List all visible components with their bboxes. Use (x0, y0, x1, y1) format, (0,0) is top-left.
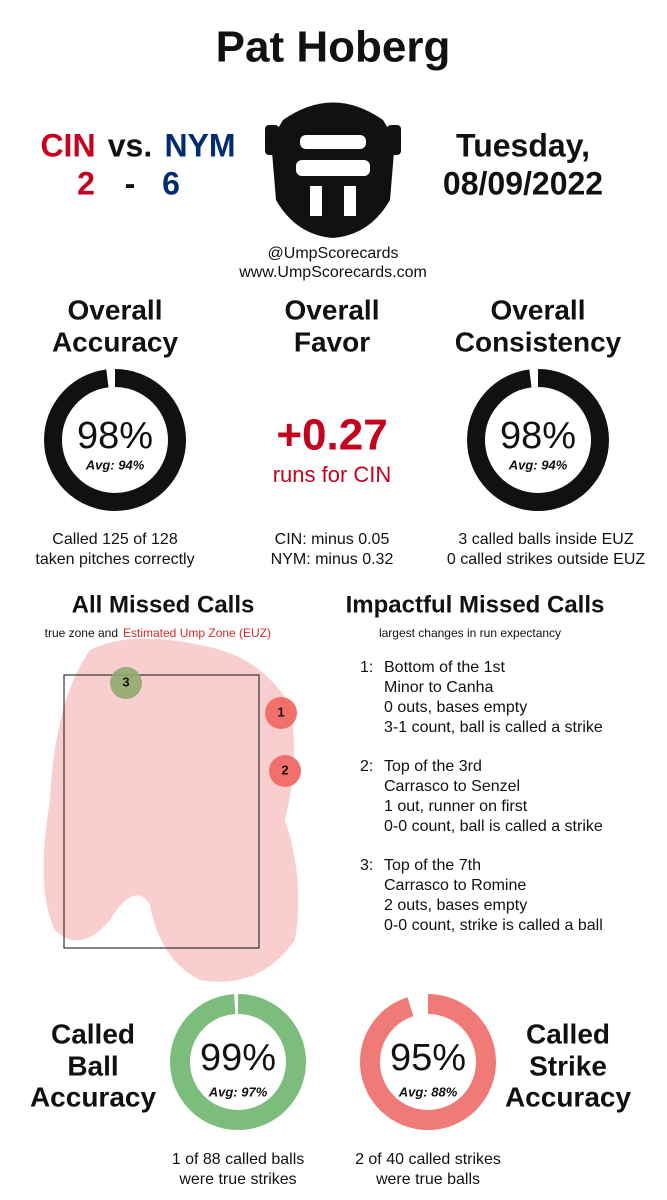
note: true zone and (45, 626, 118, 640)
section-title: Called (51, 1018, 135, 1049)
missed-call (265, 697, 297, 729)
away-team: CIN (40, 127, 95, 163)
caption: NYM: minus 0.32 (271, 551, 394, 568)
section-title: Overall (491, 294, 586, 325)
vs: vs. (108, 127, 152, 163)
caption: Called 125 of 128 (52, 531, 178, 548)
item-line: Top of the 7th (384, 857, 481, 874)
website: www.UmpScorecards.com (238, 264, 427, 281)
favor-team: runs for CIN (273, 462, 392, 487)
item-line: 0-0 count, ball is called a strike (384, 818, 603, 835)
handle: @UmpScorecards (268, 245, 399, 262)
accuracy-value: 98% (77, 415, 153, 457)
note: largest changes in run expectancy (379, 626, 561, 640)
favor-value: +0.27 (276, 411, 387, 460)
accuracy-ring (44, 369, 186, 511)
missed-call (110, 667, 142, 699)
consistency-ring (467, 369, 609, 511)
section-title: Impactful Missed Calls (346, 591, 605, 618)
section-title: Overall (285, 294, 380, 325)
caption: 0 called strikes outside EUZ (447, 551, 646, 568)
section-title: Favor (294, 326, 370, 357)
missed-call-label: 3 (122, 674, 129, 689)
date: 08/09/2022 (443, 165, 603, 201)
caption: taken pitches correctly (35, 551, 194, 568)
euz-zone (43, 638, 299, 982)
home-score: 6 (162, 165, 180, 201)
item-line: Minor to Canha (384, 679, 493, 696)
section-title: Overall (68, 294, 163, 325)
section-title: Called (526, 1018, 610, 1049)
title: Pat Hoberg (216, 23, 451, 72)
item-line: 3-1 count, ball is called a strike (384, 719, 603, 736)
away-score: 2 (77, 165, 95, 201)
section-title: Accuracy (52, 326, 179, 357)
missed-call-label: 2 (281, 762, 288, 777)
section-title: Ball (67, 1050, 118, 1081)
item-line: 0-0 count, strike is called a ball (384, 917, 603, 934)
item-number: 3: (360, 857, 373, 874)
ball-ring (170, 994, 306, 1130)
strike-average: Avg: 88% (398, 1084, 458, 1099)
section-title: Accuracy (30, 1081, 157, 1112)
home-team: NYM (164, 127, 235, 163)
umpire-mask-icon (265, 102, 401, 238)
caption: 3 called balls inside EUZ (458, 531, 633, 548)
day: Tuesday, (456, 127, 590, 163)
item-number: 2: (360, 758, 373, 775)
consistency-value: 98% (500, 415, 576, 457)
section-title: Accuracy (505, 1081, 632, 1112)
item-line: 2 outs, bases empty (384, 897, 527, 914)
item-line: 0 outs, bases empty (384, 699, 527, 716)
missed-call (269, 755, 301, 787)
strike-zone (63, 674, 260, 949)
caption: were true balls (375, 1171, 480, 1188)
item-line: Carrasco to Senzel (384, 778, 520, 795)
caption: were true strikes (178, 1171, 296, 1188)
section-title: All Missed Calls (72, 591, 255, 618)
section-title: Consistency (455, 326, 622, 357)
accuracy-average: Avg: 94% (85, 457, 145, 472)
ball-average: Avg: 97% (208, 1084, 268, 1099)
caption: 2 of 40 called strikes (355, 1151, 501, 1168)
consistency-average: Avg: 94% (508, 457, 568, 472)
item-line: Bottom of the 1st (384, 659, 506, 676)
strike-ring (360, 994, 496, 1130)
ball-value: 99% (200, 1037, 276, 1079)
item-line: Carrasco to Romine (384, 877, 526, 894)
caption: 1 of 88 called balls (172, 1151, 305, 1168)
section-title: Strike (529, 1050, 607, 1081)
dash: - (125, 165, 136, 201)
item-line: Top of the 3rd (384, 758, 482, 775)
caption: CIN: minus 0.05 (275, 531, 390, 548)
missed-call-label: 1 (277, 704, 284, 719)
note-euz: Estimated Ump Zone (EUZ) (123, 626, 271, 640)
item-line: 1 out, runner on first (384, 798, 528, 815)
impactful-list: 1: Bottom of the 1st Minor to Canha 0 outs,… (360, 659, 603, 934)
item-number: 1: (360, 659, 373, 676)
strike-value: 95% (390, 1037, 466, 1079)
